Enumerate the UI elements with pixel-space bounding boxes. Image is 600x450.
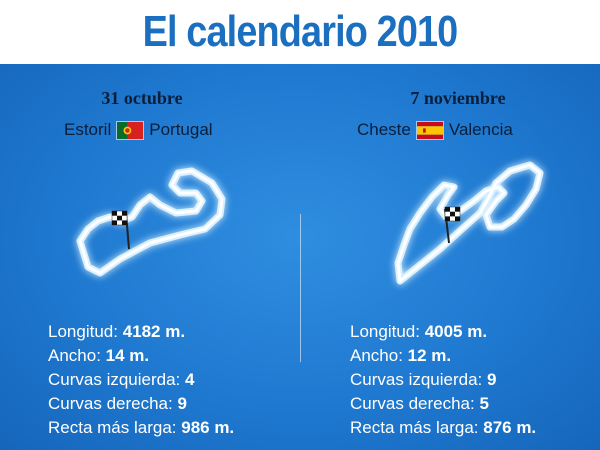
stat-value: 4182 m.: [122, 322, 186, 341]
stat-width: Ancho: 14 m.: [48, 344, 234, 368]
stat-longest-straight: Recta más larga: 986 m.: [48, 416, 234, 440]
stat-width: Ancho: 12 m.: [350, 344, 536, 368]
region-name: Valencia: [448, 120, 513, 139]
cheste-track-map: [394, 161, 544, 285]
stat-label: Curvas izquierda:: [350, 370, 483, 389]
stat-length: Longitud: 4182 m.: [48, 320, 234, 344]
stat-right-turns: Curvas derecha: 5: [350, 392, 536, 416]
stat-value: 4: [185, 370, 195, 389]
calendar-panel: 31 octubre Estoril Portugal: [0, 64, 600, 450]
stat-label: Ancho:: [48, 346, 101, 365]
checkered-flag-icon: [111, 210, 130, 250]
race-location: Estoril Portugal: [64, 119, 213, 141]
race-cheste: 7 noviembre Cheste Valencia: [300, 64, 600, 450]
stat-label: Recta más larga:: [350, 418, 479, 437]
stat-label: Curvas derecha:: [350, 394, 475, 413]
region-name: Portugal: [149, 120, 213, 139]
stat-left-turns: Curvas izquierda: 9: [350, 368, 536, 392]
race-estoril: 31 octubre Estoril Portugal: [0, 64, 300, 450]
circuit-name: Cheste: [357, 120, 411, 139]
page-title: El calendario 2010: [142, 7, 459, 56]
circuit-name: Estoril: [64, 120, 112, 139]
stat-label: Curvas derecha:: [48, 394, 173, 413]
stat-value: 986 m.: [181, 418, 235, 437]
stat-left-turns: Curvas izquierda: 4: [48, 368, 234, 392]
stat-label: Recta más larga:: [48, 418, 177, 437]
estoril-track-map: [76, 167, 226, 277]
stat-length: Longitud: 4005 m.: [350, 320, 536, 344]
stat-label: Curvas izquierda:: [48, 370, 181, 389]
spain-flag-icon: [415, 120, 444, 140]
track-stats: Longitud: 4182 m. Ancho: 14 m. Curvas iz…: [48, 320, 234, 440]
checkered-flag-icon: [444, 206, 461, 244]
race-date: 31 octubre: [101, 88, 183, 108]
stat-right-turns: Curvas derecha: 9: [48, 392, 234, 416]
column-divider: [300, 214, 301, 362]
stat-label: Longitud:: [48, 322, 118, 341]
stat-value: 12 m.: [407, 346, 452, 365]
stat-value: 4005 m.: [424, 322, 488, 341]
stat-value: 9: [177, 394, 187, 413]
stat-value: 9: [487, 370, 497, 389]
track-stats: Longitud: 4005 m. Ancho: 12 m. Curvas iz…: [350, 320, 536, 440]
race-date: 7 noviembre: [410, 88, 506, 108]
portugal-flag-icon: [116, 120, 145, 140]
stat-longest-straight: Recta más larga: 876 m.: [350, 416, 536, 440]
race-location: Cheste Valencia: [357, 119, 513, 141]
stat-value: 5: [479, 394, 489, 413]
stat-value: 876 m.: [483, 418, 537, 437]
stat-label: Longitud:: [350, 322, 420, 341]
stat-value: 14 m.: [105, 346, 150, 365]
stat-label: Ancho:: [350, 346, 403, 365]
